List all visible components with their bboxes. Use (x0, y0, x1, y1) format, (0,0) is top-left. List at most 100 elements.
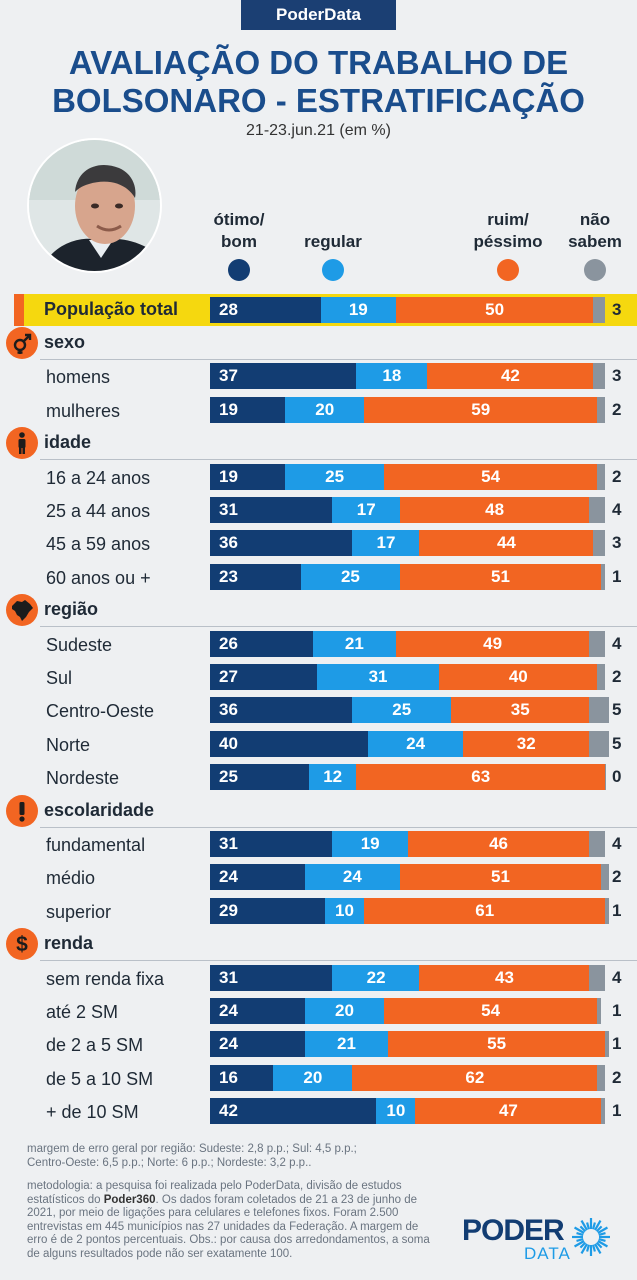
brazil-map-icon (6, 594, 38, 627)
bar-otimo-bom: 42 (210, 1098, 377, 1125)
data-label: 40 (219, 733, 238, 753)
legend-swatch (322, 259, 344, 281)
data-label-nao-sabem: 3 (612, 300, 622, 319)
logo-ray (594, 1243, 602, 1255)
bar-nao-sabem (601, 563, 606, 590)
category-divider (40, 960, 637, 962)
data-label: 12 (323, 767, 343, 787)
bar-otimo-bom: 25 (210, 764, 310, 791)
poder360-mention: Poder360 (103, 1193, 156, 1206)
bar-otimo-bom: 31 (210, 497, 333, 523)
methodology-line: estatísticos do Poder360. Os dados foram… (27, 1194, 447, 1208)
bar-nao-sabem (597, 998, 602, 1024)
data-label: 31 (219, 834, 238, 853)
data-label: 51 (491, 566, 510, 586)
data-label: 49 (483, 633, 503, 653)
bar-regular: 21 (304, 1031, 389, 1058)
row-label: 25 a 44 anos (46, 501, 151, 521)
legend-item: não sabem (545, 209, 637, 281)
bar-ruim-pessimo: 54 (383, 463, 598, 490)
data-label: 51 (491, 867, 510, 887)
logo-ray (580, 1219, 588, 1231)
bar-regular: 10 (324, 897, 365, 924)
logo-ray (597, 1240, 609, 1248)
logo-ray (592, 1222, 596, 1230)
logo-ray (595, 1241, 603, 1249)
category-label: sexo (44, 332, 86, 352)
bar-ruim-pessimo: 48 (399, 497, 590, 523)
data-label: 21 (344, 633, 364, 653)
data-label: 40 (508, 667, 528, 686)
row-label: de 5 a 10 SM (46, 1068, 154, 1089)
bar-otimo-bom: 27 (210, 664, 318, 690)
logo-ray (586, 1244, 590, 1252)
data-label-nao-sabem: 4 (612, 500, 622, 519)
bar-regular: 12 (308, 764, 357, 791)
bar-otimo-bom: 23 (210, 563, 302, 590)
bar-ruim-pessimo: 43 (419, 964, 590, 991)
bar-regular: 22 (332, 964, 420, 991)
row-label: homens (46, 367, 111, 388)
data-label-nao-sabem: 5 (612, 733, 622, 753)
bar-ruim-pessimo: 47 (415, 1098, 602, 1125)
logo-ray (573, 1226, 585, 1234)
bar-regular: 31 (316, 664, 440, 690)
data-label-nao-sabem: 1 (612, 900, 622, 920)
data-label: 24 (342, 867, 362, 887)
bar-nao-sabem (589, 697, 610, 724)
bar-otimo-bom: 26 (210, 630, 314, 657)
bar-regular: 17 (332, 497, 400, 523)
bar-nao-sabem (597, 396, 606, 423)
logo-ray (579, 1241, 587, 1249)
bar-ruim-pessimo: 62 (352, 1064, 598, 1091)
data-label: 59 (471, 399, 491, 419)
bar-regular: 20 (273, 1064, 353, 1091)
methodology-note: metodologia: a pesquisa foi realizada pe… (27, 1180, 447, 1261)
chart-subtitle: 21-23.jun.21 (em %) (246, 122, 391, 139)
bar-nao-sabem (601, 864, 610, 891)
row-label: médio (46, 868, 96, 889)
category-label: escolaridade (44, 799, 155, 820)
bar-ruim-pessimo: 32 (462, 730, 590, 757)
data-label-nao-sabem: 1 (612, 566, 622, 586)
data-label: 27 (219, 667, 238, 686)
methodology-line: erro é de 2 pontos percentuais. Obs.: po… (27, 1234, 430, 1246)
dollar-icon: $ (6, 928, 38, 961)
bar-ruim-pessimo: 42 (427, 363, 594, 390)
data-label: 48 (485, 500, 505, 519)
bar-ruim-pessimo: 61 (364, 897, 606, 924)
bar-otimo-bom: 16 (210, 1064, 274, 1091)
margin-note-line: Centro-Oeste: 6,5 p.p.; Norte: 6 p.p.; N… (27, 1156, 312, 1169)
row-label: até 2 SM (46, 1002, 119, 1022)
legend-item: ótimo/bom (189, 209, 289, 281)
data-label: 17 (376, 533, 396, 553)
data-label: 55 (487, 1034, 507, 1054)
bar-otimo-bom: 29 (210, 897, 325, 924)
data-label: 25 (340, 566, 360, 586)
bar-ruim-pessimo: 51 (399, 864, 602, 891)
bar-regular: 17 (352, 530, 420, 557)
total-row-marker (14, 294, 24, 326)
data-label-nao-sabem: 2 (612, 867, 622, 887)
portrait-illustration (29, 140, 160, 271)
data-label: 28 (219, 300, 238, 319)
data-label: 26 (219, 633, 238, 653)
logo-ray (586, 1222, 590, 1230)
data-label-nao-sabem: 5 (612, 700, 622, 720)
data-label-nao-sabem: 4 (612, 834, 622, 853)
data-label-nao-sabem: 3 (612, 366, 622, 386)
bar-nao-sabem (593, 530, 606, 557)
legend-label: ruim/ (487, 210, 529, 229)
title-line-1: AVALIAÇÃO DO TRABALHO DE (68, 44, 569, 81)
bar-regular: 24 (368, 730, 464, 757)
logo-burst-icon (572, 1218, 610, 1256)
category-label: renda (44, 933, 94, 954)
bar-regular: 25 (300, 563, 400, 590)
row-label: sem renda fixa (46, 968, 165, 989)
bar-ruim-pessimo: 40 (439, 664, 598, 690)
legend-label: ótimo/ (213, 210, 265, 229)
category-divider (40, 359, 637, 360)
bar-regular: 20 (285, 396, 365, 423)
bar-regular: 21 (312, 630, 397, 657)
data-label: 61 (475, 900, 495, 920)
